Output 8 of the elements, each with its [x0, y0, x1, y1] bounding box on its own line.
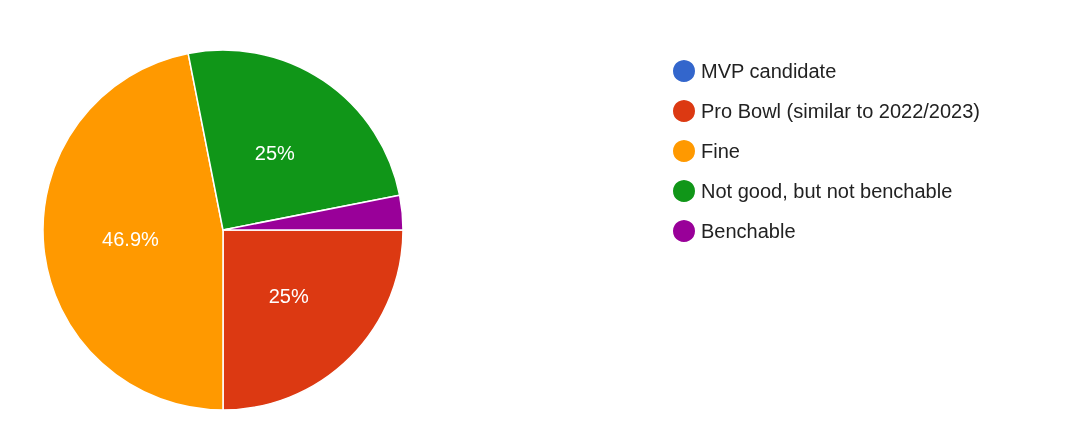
legend-label: Fine: [701, 140, 740, 162]
data-label: 25%: [268, 284, 309, 307]
legend-label: Benchable: [701, 220, 796, 242]
legend-label: MVP candidate: [701, 60, 837, 82]
legend-label: Not good, but not benchable: [701, 180, 953, 202]
data-label: 46.9%: [102, 228, 160, 251]
data-label: 25%: [254, 141, 296, 164]
legend-label: Pro Bowl (similar to 2022/2023): [701, 100, 981, 122]
